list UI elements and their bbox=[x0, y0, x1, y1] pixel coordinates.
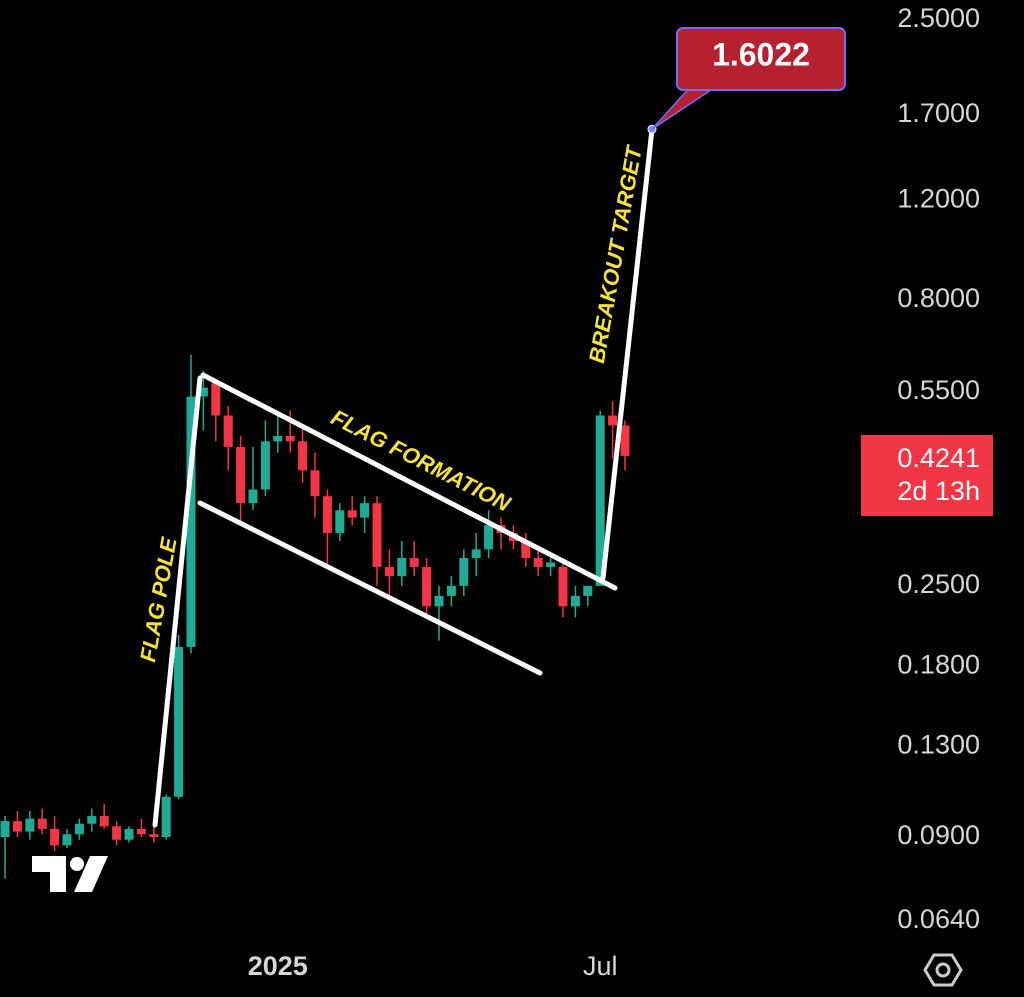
breakout-line bbox=[600, 126, 655, 581]
candle-body bbox=[112, 826, 122, 840]
candle-body bbox=[422, 566, 432, 607]
candle-body bbox=[124, 828, 134, 840]
candle-body bbox=[0, 821, 10, 837]
target-label: 1.6022 bbox=[712, 36, 810, 72]
flag-lower-line bbox=[197, 500, 543, 676]
candle-body bbox=[174, 646, 184, 797]
candle-body bbox=[62, 834, 72, 846]
candle-body bbox=[248, 489, 258, 504]
candle-body bbox=[484, 525, 494, 550]
candle-body bbox=[608, 415, 618, 426]
candle-body bbox=[347, 510, 357, 518]
y-tick-label: 0.0640 bbox=[897, 904, 980, 934]
candle-body bbox=[409, 557, 419, 567]
candle-body bbox=[546, 562, 556, 567]
candle-body bbox=[99, 816, 109, 827]
candle-body bbox=[87, 816, 97, 824]
candle-body bbox=[161, 796, 171, 837]
candle-body bbox=[136, 828, 146, 835]
plot bbox=[0, 354, 630, 879]
price-label: 0.4241 bbox=[897, 443, 980, 473]
countdown-label: 2d 13h bbox=[897, 476, 980, 506]
flag-upper-line bbox=[200, 372, 618, 591]
settings-icon[interactable] bbox=[923, 953, 963, 987]
candle-body bbox=[595, 415, 605, 586]
candle-body bbox=[186, 396, 196, 647]
candle-body bbox=[459, 557, 469, 586]
candle-body bbox=[434, 595, 444, 607]
logo bbox=[32, 856, 108, 892]
price-tag bbox=[861, 434, 993, 516]
candle-body bbox=[260, 441, 270, 490]
candle-body bbox=[620, 425, 630, 456]
candle-body bbox=[198, 387, 208, 397]
y-tick-label: 2.5000 bbox=[897, 3, 980, 33]
candle-body bbox=[583, 585, 593, 596]
flag-pole-line bbox=[152, 375, 203, 828]
candle-body bbox=[322, 496, 332, 533]
x-tick-label: Jul bbox=[583, 951, 618, 981]
y-tick-label: 0.5500 bbox=[897, 375, 980, 405]
candle-body bbox=[570, 595, 580, 607]
candle-body bbox=[149, 834, 159, 837]
candle-body bbox=[211, 383, 221, 416]
candle-body bbox=[37, 818, 47, 829]
y-tick-label: 0.8000 bbox=[897, 283, 980, 313]
candle-body bbox=[558, 566, 568, 607]
candle-body bbox=[12, 821, 22, 832]
candle-body bbox=[223, 415, 233, 447]
candle-body bbox=[25, 818, 35, 832]
y-tick-label: 1.7000 bbox=[897, 98, 980, 128]
candle-body bbox=[372, 503, 382, 567]
candle-body bbox=[521, 541, 531, 558]
y-tick-label: 0.2500 bbox=[897, 569, 980, 599]
candle-body bbox=[533, 557, 543, 567]
candle-body bbox=[397, 557, 407, 577]
y-tick-label: 1.2000 bbox=[897, 183, 980, 213]
candle-body bbox=[384, 566, 394, 577]
y-tick-label: 0.1300 bbox=[897, 730, 980, 760]
candle-body bbox=[74, 823, 84, 835]
candle-body bbox=[50, 828, 60, 846]
candle-body bbox=[471, 549, 481, 558]
candle-body bbox=[360, 503, 370, 518]
candle-body bbox=[298, 441, 308, 471]
candle-body bbox=[310, 470, 320, 497]
candle-body bbox=[446, 585, 456, 596]
candle-body bbox=[236, 446, 246, 504]
y-tick-label: 0.0900 bbox=[897, 820, 980, 850]
target-box bbox=[676, 27, 846, 91]
x-tick-label: 2025 bbox=[248, 951, 308, 981]
candle-body bbox=[285, 435, 295, 442]
candle-body bbox=[335, 510, 345, 533]
y-tick-label: 0.1800 bbox=[897, 650, 980, 680]
candle-body bbox=[273, 435, 283, 442]
